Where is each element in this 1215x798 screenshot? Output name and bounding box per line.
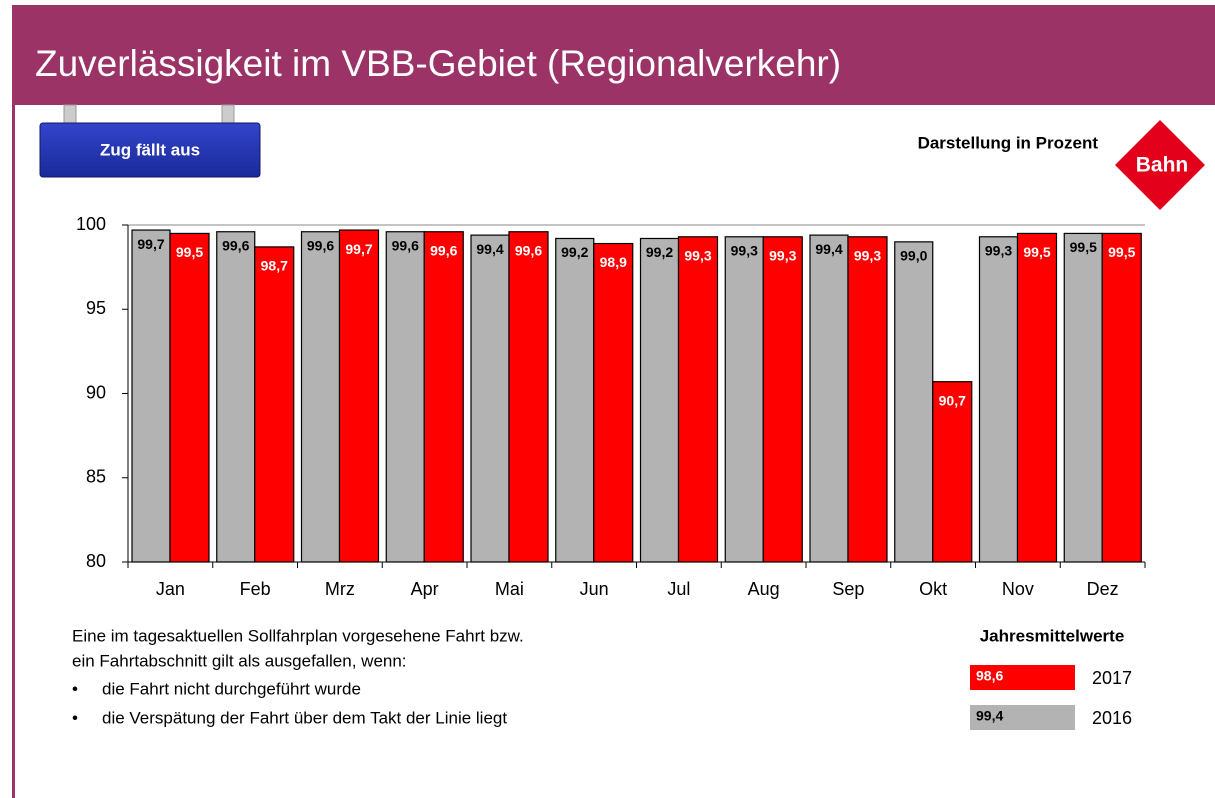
legend-swatch bbox=[970, 705, 1075, 730]
x-tick-label: Apr bbox=[411, 579, 439, 599]
hanger bbox=[221, 104, 235, 126]
value-label: 99,6 bbox=[392, 237, 419, 253]
legend-swatch bbox=[970, 665, 1075, 690]
x-tick-label: Mai bbox=[495, 579, 524, 599]
bullet: • bbox=[72, 679, 78, 698]
bar bbox=[169, 232, 210, 563]
value-label: 99,3 bbox=[684, 247, 711, 263]
x-tick-label: Dez bbox=[1087, 579, 1119, 599]
x-tick-label: Jul bbox=[667, 579, 690, 599]
legend-mean: 98,6 bbox=[976, 668, 1003, 684]
bar bbox=[131, 229, 171, 563]
button[interactable] bbox=[39, 122, 261, 178]
value-label: 99,5 bbox=[176, 244, 203, 260]
bar bbox=[978, 236, 1019, 563]
bar bbox=[508, 231, 549, 563]
legend-mean: 99,4 bbox=[976, 708, 1003, 724]
left-border bbox=[12, 105, 15, 798]
note-line: ein Fahrtabschnitt gilt als ausgefallen,… bbox=[72, 651, 407, 670]
x-tick-label: Aug bbox=[748, 579, 780, 599]
value-label: 99,5 bbox=[1108, 244, 1135, 260]
value-label: 99,6 bbox=[307, 237, 334, 253]
bar bbox=[300, 231, 341, 563]
bar bbox=[809, 234, 849, 563]
bar bbox=[894, 241, 934, 563]
x-tick-label: Mrz bbox=[325, 579, 355, 599]
bar bbox=[1101, 232, 1142, 563]
bar bbox=[1063, 232, 1103, 563]
value-label: 99,6 bbox=[515, 242, 542, 258]
logo bbox=[1115, 120, 1205, 210]
value-label: 99,3 bbox=[731, 242, 758, 258]
value-label: 99,7 bbox=[345, 241, 372, 257]
x-tick-label: Feb bbox=[240, 579, 271, 599]
bar bbox=[762, 236, 803, 563]
bar bbox=[677, 236, 719, 563]
x-tick-label: Sep bbox=[832, 579, 864, 599]
bar bbox=[338, 229, 380, 563]
bar bbox=[423, 231, 464, 563]
bar bbox=[385, 231, 425, 563]
bar bbox=[847, 236, 888, 563]
note-bullet: die Fahrt nicht durchgeführt wurde bbox=[102, 679, 361, 698]
subtitle: Darstellung in Prozent bbox=[918, 133, 1099, 152]
slide-title: Zuverlässigkeit im VBB-Gebiet (Regionalv… bbox=[35, 43, 841, 84]
legend-label: 2016 bbox=[1092, 708, 1132, 728]
logo-text: Bahn bbox=[1136, 154, 1189, 177]
value-label: 98,7 bbox=[261, 258, 288, 274]
bar bbox=[470, 234, 510, 563]
y-tick-label: 100 bbox=[76, 214, 106, 234]
note-bullet: die Verspätung der Fahrt über dem Takt d… bbox=[102, 708, 507, 727]
bar bbox=[216, 231, 256, 563]
value-label: 99,6 bbox=[430, 242, 457, 258]
value-label: 99,5 bbox=[1070, 239, 1097, 255]
button-label[interactable]: Zug fällt aus bbox=[100, 140, 200, 159]
bar bbox=[1016, 232, 1058, 563]
value-label: 99,0 bbox=[900, 248, 927, 264]
value-label: 99,6 bbox=[222, 237, 249, 253]
x-tick-label: Jun bbox=[580, 579, 609, 599]
value-label: 99,2 bbox=[646, 244, 673, 260]
bar bbox=[593, 242, 634, 563]
y-tick-label: 85 bbox=[86, 467, 106, 487]
y-tick-label: 80 bbox=[86, 551, 106, 571]
bar bbox=[555, 237, 595, 563]
x-tick-label: Nov bbox=[1002, 579, 1034, 599]
y-tick-label: 95 bbox=[86, 298, 106, 318]
value-label: 99,3 bbox=[769, 247, 796, 263]
header-bar bbox=[12, 5, 1215, 105]
hanger bbox=[63, 104, 77, 126]
legend-title: Jahresmittelwerte bbox=[980, 626, 1125, 645]
value-label: 98,9 bbox=[600, 254, 627, 270]
value-label: 99,4 bbox=[476, 241, 503, 257]
bullet: • bbox=[72, 708, 78, 727]
bar bbox=[724, 236, 764, 563]
bar bbox=[932, 381, 973, 563]
value-label: 99,4 bbox=[815, 241, 842, 257]
bar bbox=[639, 237, 680, 563]
x-tick-label: Okt bbox=[919, 579, 947, 599]
value-label: 99,3 bbox=[854, 247, 881, 263]
legend-label: 2017 bbox=[1092, 668, 1132, 688]
value-label: 99,3 bbox=[985, 242, 1012, 258]
x-tick-label: Jan bbox=[156, 579, 185, 599]
note-line: Eine im tagesaktuellen Sollfahrplan vorg… bbox=[72, 626, 524, 645]
value-label: 99,2 bbox=[561, 244, 588, 260]
value-label: 99,5 bbox=[1023, 244, 1050, 260]
bar bbox=[254, 246, 295, 563]
value-label: 90,7 bbox=[939, 392, 966, 408]
y-tick-label: 90 bbox=[86, 382, 106, 402]
value-label: 99,7 bbox=[137, 236, 164, 252]
